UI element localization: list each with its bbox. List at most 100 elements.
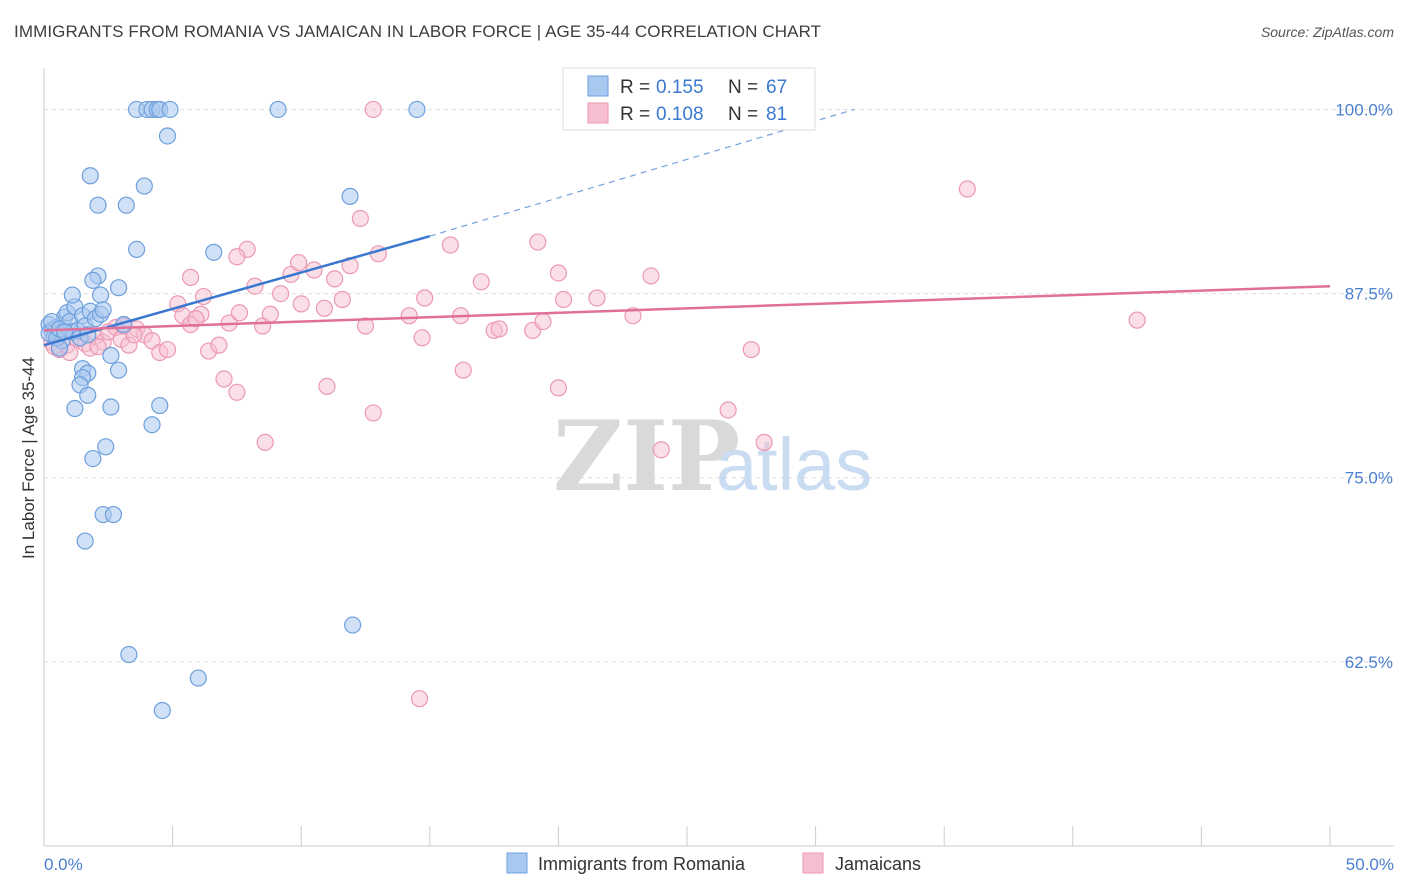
y-axis-label: In Labor Force | Age 35-44 <box>19 357 38 559</box>
jamaica-point <box>652 441 670 459</box>
romania-point <box>151 396 169 415</box>
romania-points <box>40 100 426 720</box>
jamaica-point <box>364 100 382 119</box>
romania-point <box>269 100 287 119</box>
romania-point <box>341 187 359 205</box>
legend-r-value-romania: 0.155 <box>656 77 704 98</box>
romania-point <box>109 361 128 379</box>
romania-point <box>84 271 102 289</box>
jamaica-point <box>588 289 606 307</box>
jamaica-point <box>534 312 552 331</box>
jamaica-point <box>158 340 177 359</box>
y-tick-label: 62.5% <box>1345 653 1393 672</box>
romania-point <box>205 243 223 261</box>
jamaica-point <box>318 377 336 395</box>
romania-point <box>161 100 179 119</box>
legend-swatch-jamaica <box>587 102 609 124</box>
legend-r-value-jamaica: 0.108 <box>656 104 704 125</box>
jamaica-point <box>719 401 737 419</box>
x-tick-label-max: 50.0% <box>1346 855 1394 874</box>
romania-point <box>79 386 97 404</box>
jamaica-point <box>472 273 490 291</box>
romania-point <box>89 196 107 214</box>
jamaica-point <box>454 361 472 379</box>
jamaica-point <box>215 370 233 388</box>
jamaica-point <box>290 254 308 272</box>
y-tick-label: 87.5% <box>1345 285 1393 304</box>
watermark-atlas: atlas <box>716 423 872 506</box>
jamaica-point <box>182 268 200 286</box>
bottom-legend-swatch-romania <box>506 852 528 874</box>
gridlines <box>44 108 1394 663</box>
romania-point <box>91 286 110 304</box>
legend-n-value-jamaica: 81 <box>766 104 787 125</box>
bottom-legend-label-jamaica: Jamaicans <box>835 854 921 874</box>
legend-r-label-romania: R = <box>620 77 650 98</box>
jamaica-point <box>413 329 431 347</box>
romania-point <box>102 346 120 365</box>
watermark: ZIP atlas <box>553 400 872 513</box>
jamaica-point <box>351 209 369 228</box>
jamaica-point <box>742 340 760 359</box>
jamaica-point <box>256 433 274 451</box>
x-ticks <box>43 826 1331 846</box>
romania-point <box>76 532 94 550</box>
jamaica-point <box>958 180 976 198</box>
jamaica-point <box>549 379 568 397</box>
bottom-legend: Immigrants from Romania Jamaicans <box>506 852 921 874</box>
romania-point <box>135 177 153 195</box>
legend-n-label-jamaica: N = <box>728 104 758 125</box>
romania-point <box>63 286 81 304</box>
jamaica-point <box>441 236 459 254</box>
romania-point <box>344 616 362 634</box>
romania-point <box>143 416 161 434</box>
romania-point <box>117 196 135 214</box>
jamaica-point <box>755 433 773 451</box>
jamaica-point <box>315 299 333 317</box>
legend-n-value-romania: 67 <box>766 77 787 98</box>
romania-trend-extension <box>429 108 855 237</box>
romania-point <box>81 167 99 185</box>
romania-point <box>127 240 146 259</box>
jamaica-point <box>554 290 573 309</box>
jamaica-point <box>400 307 418 325</box>
romania-point <box>104 505 123 524</box>
romania-point <box>109 279 128 297</box>
romania-point <box>84 449 102 468</box>
legend: R = 0.155 N = 67 R = 0.108 N = 81 <box>562 67 816 131</box>
legend-swatch-romania <box>587 75 609 97</box>
jamaica-point <box>549 264 568 282</box>
romania-point <box>153 701 171 720</box>
romania-point <box>66 399 84 418</box>
jamaica-point <box>228 383 246 401</box>
jamaica-point <box>416 289 434 307</box>
jamaica-point <box>261 305 279 323</box>
jamaica-point <box>326 270 344 288</box>
jamaica-point <box>210 336 228 354</box>
jamaica-point <box>642 267 660 285</box>
romania-point <box>102 398 120 416</box>
romania-point <box>158 127 177 145</box>
jamaica-point <box>356 317 375 335</box>
watermark-zip: ZIP <box>553 400 740 513</box>
axes <box>43 68 1394 847</box>
jamaica-point <box>228 248 246 266</box>
legend-n-label-romania: N = <box>728 77 758 98</box>
y-tick-label: 100.0% <box>1335 100 1393 119</box>
jamaica-point <box>333 290 351 309</box>
trend-lines <box>43 108 1331 347</box>
source-label: Source: ZipAtlas.com <box>1260 24 1394 40</box>
jamaica-point <box>230 304 249 322</box>
jamaica-point <box>490 320 508 338</box>
romania-point <box>189 669 207 687</box>
jamaica-point <box>624 307 642 325</box>
romania-point <box>120 645 138 664</box>
jamaica-point <box>529 233 547 251</box>
jamaica-point <box>292 295 310 313</box>
jamaica-point <box>1128 311 1146 329</box>
legend-r-label-jamaica: R = <box>620 104 650 125</box>
x-tick-label-min: 0.0% <box>44 855 83 874</box>
romania-point <box>97 438 115 456</box>
jamaica-point <box>410 690 429 708</box>
